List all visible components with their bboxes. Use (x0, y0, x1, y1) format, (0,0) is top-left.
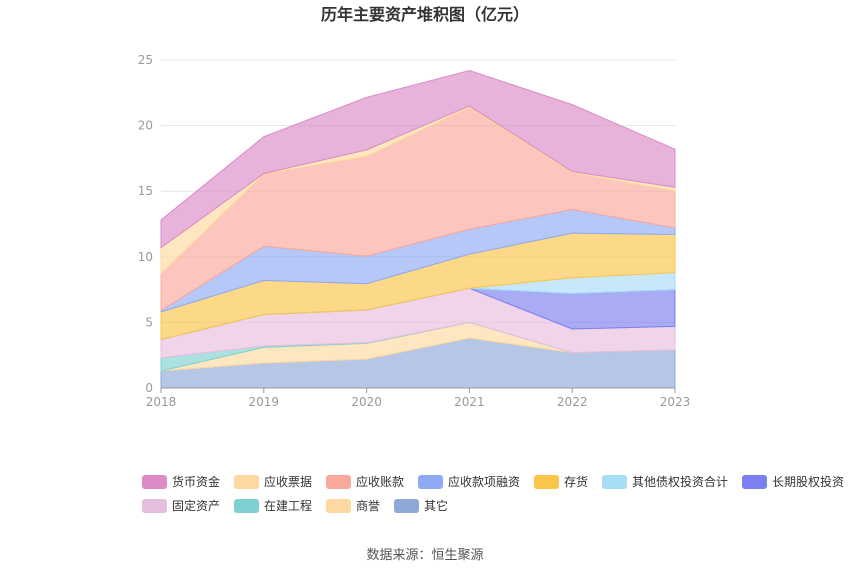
legend-item[interactable]: 商誉 (326, 498, 380, 513)
legend-label: 货币资金 (172, 474, 220, 489)
legend-swatch (394, 499, 419, 513)
y-tick-label: 5 (145, 315, 153, 329)
legend-swatch (534, 475, 559, 489)
legend-label: 存货 (564, 474, 588, 489)
legend-swatch (418, 475, 443, 489)
x-tick-label: 2019 (249, 395, 280, 409)
legend-label: 固定资产 (172, 498, 220, 513)
legend-item[interactable]: 其他债权投资合计 (602, 474, 728, 489)
legend-swatch (326, 499, 351, 513)
chart-title: 历年主要资产堆积图（亿元） (321, 5, 529, 24)
legend-swatch (602, 475, 627, 489)
legend-item[interactable]: 在建工程 (234, 498, 312, 513)
data-source-label: 数据来源：恒生聚源 (366, 548, 483, 563)
area-series-group (160, 69, 676, 389)
legend-swatch (142, 499, 167, 513)
legend-label: 其它 (424, 498, 448, 513)
x-tick-label: 2022 (557, 395, 588, 409)
legend-item[interactable]: 其它 (394, 498, 448, 513)
x-tick-label: 2023 (660, 395, 691, 409)
legend-label: 长期股权投资 (772, 474, 844, 489)
x-tick-label: 2021 (454, 395, 485, 409)
y-tick-label: 20 (138, 119, 153, 133)
legend-swatch (234, 475, 259, 489)
axes: 0 5 10 15 20 25 2018 2019 2020 2021 2022 2023 (138, 53, 691, 409)
legend-label: 应收票据 (264, 474, 312, 489)
y-tick-label: 10 (138, 250, 153, 264)
area-11[interactable] (160, 69, 676, 249)
legend-label: 其他债权投资合计 (632, 474, 728, 489)
y-tick-label: 25 (138, 53, 153, 67)
x-tick-label: 2018 (146, 395, 177, 409)
legend-item[interactable]: 长期股权投资 (742, 474, 844, 489)
legend-item[interactable]: 固定资产 (142, 498, 220, 513)
legend-swatch (326, 475, 351, 489)
legend-item[interactable]: 应收款项融资 (418, 474, 520, 489)
y-tick-label: 0 (145, 381, 153, 395)
x-tick-label: 2020 (351, 395, 382, 409)
legend-label: 在建工程 (264, 498, 312, 513)
y-tick-label: 15 (138, 184, 153, 198)
legend-swatch (234, 499, 259, 513)
legend-label: 商誉 (356, 498, 380, 513)
legend-item[interactable]: 货币资金 (142, 474, 220, 489)
legend-label: 应收款项融资 (448, 474, 520, 489)
legend-swatch (142, 475, 167, 489)
legend-swatch (742, 475, 767, 489)
legend-item[interactable]: 存货 (534, 474, 588, 489)
legend-item[interactable]: 应收票据 (234, 474, 312, 489)
legend-item[interactable]: 应收账款 (326, 474, 404, 489)
legend-label: 应收账款 (356, 474, 404, 489)
